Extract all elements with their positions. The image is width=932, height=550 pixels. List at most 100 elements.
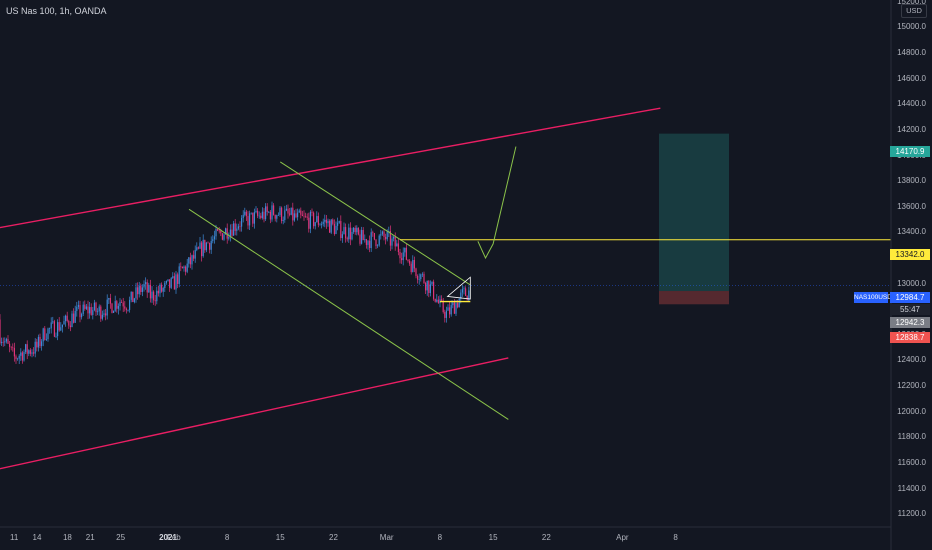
candle-body [140,285,142,293]
currency-button[interactable]: USD [901,4,927,18]
candle-body [441,299,443,301]
candle-body [401,258,403,261]
candle-body [383,231,385,237]
candle-body [100,306,102,319]
candle-body [177,274,179,284]
candle-body [324,219,326,222]
candle-body [415,268,417,276]
candle-body [212,239,214,242]
candle-body [367,240,369,245]
candle-body [209,242,211,250]
candle-body [261,211,263,218]
candle-body [175,274,177,290]
candle-body [273,205,275,215]
candle-body [15,356,17,359]
candle-body [234,223,236,231]
candle-body [201,242,203,257]
candle-body [119,301,121,306]
candle-body [353,227,355,232]
candle-body [349,227,351,240]
candle-body [173,276,175,290]
candle-body [60,327,62,331]
candle-body [413,259,415,269]
candle-body [257,210,259,216]
candle-body [226,228,228,239]
candle-body [377,245,379,247]
level-price-badge: 13342.0 [890,249,930,260]
candle-body [157,290,159,294]
candle-body [202,239,204,257]
channel-lower-line [0,357,509,470]
candle-body [452,302,454,306]
candle-body [447,307,449,311]
candle-body [95,302,97,313]
candle-body [143,283,145,288]
candle-body [133,298,135,303]
price-tick-label: 15200.0 [897,0,926,6]
candle-body [305,215,307,217]
candle-body [93,302,95,311]
candle-body [282,219,284,221]
candle-body [285,208,287,211]
candle-body [465,288,467,296]
candle-body [276,215,278,219]
candle-body [322,221,324,224]
candle-body [434,298,436,302]
profit-zone [659,133,729,292]
candle-body [9,343,11,347]
candle-body [455,302,457,314]
candle-body [44,328,46,340]
candle-body [266,206,268,212]
candle-body [105,313,107,316]
time-tick-label: 22 [329,533,338,542]
candle-body [404,247,406,253]
candle-body [223,234,225,240]
candle-body [116,301,118,309]
price-tick-label: 14600.0 [897,73,926,83]
candle-body [153,291,155,301]
candle-body [106,299,108,316]
candle-body [69,325,71,328]
candle-body [370,232,372,249]
candle-body [138,285,140,295]
candle-body [73,313,75,323]
candle-body [183,266,185,269]
candle-body [274,214,276,219]
candle-body [127,309,129,311]
candle-body [329,220,331,233]
candle-body [109,298,111,304]
candle-body [359,234,361,244]
candle-body [196,247,198,251]
candle-body [385,236,387,240]
candle-body [449,307,451,315]
candle-body [28,350,30,354]
price-tick-label: 12200.0 [897,381,926,391]
time-tick-label: 8 [437,533,443,542]
candle-body [225,228,227,235]
candle-body [250,212,252,214]
candle-body [301,214,303,216]
flag-triangle [446,276,471,300]
candle-body [13,347,15,357]
candle-body [2,341,4,343]
candle-body [55,336,57,337]
price-tick-label: 12400.0 [897,355,926,365]
candle-body [317,216,319,225]
price-tick-label: 13400.0 [897,227,926,237]
candle-body [308,217,310,229]
candle-body [205,242,207,251]
candle-body [354,227,356,233]
candle-body [309,211,311,229]
candle-body [340,221,342,238]
price-tick-label: 11800.0 [897,432,926,442]
candle-body [210,241,212,250]
candle-body [33,352,35,354]
time-tick-label: 8 [224,533,230,542]
candle-body [369,240,371,249]
candle-body [466,295,468,301]
candle-body [393,236,395,239]
time-tick-label: Apr [616,533,629,542]
candle-body [193,255,195,259]
